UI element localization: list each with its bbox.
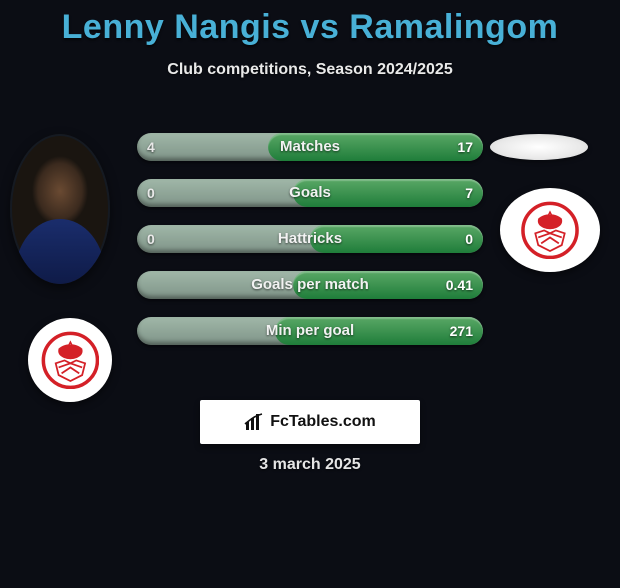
stat-label: Goals	[137, 179, 483, 207]
page-title: Lenny Nangis vs Ramalingom	[0, 8, 620, 47]
stat-row: 0 7 Goals	[137, 179, 483, 207]
player-right-avatar	[490, 134, 588, 160]
club-left-badge	[28, 318, 112, 402]
brand-badge: FcTables.com	[200, 400, 420, 444]
stat-row: 4 17 Matches	[137, 133, 483, 161]
player-left-jersey	[15, 219, 105, 284]
stat-label: Hattricks	[137, 225, 483, 253]
subtitle: Club competitions, Season 2024/2025	[0, 61, 620, 79]
club-crest-icon	[41, 331, 100, 390]
brand-text: FcTables.com	[270, 413, 376, 431]
stat-row: 0 0 Hattricks	[137, 225, 483, 253]
club-crest-icon	[515, 201, 585, 260]
chart-icon	[244, 412, 264, 432]
club-right-badge	[500, 188, 600, 272]
player-left-avatar	[10, 134, 110, 284]
stat-label: Matches	[137, 133, 483, 161]
stat-label: Min per goal	[137, 317, 483, 345]
date-text: 3 march 2025	[0, 456, 620, 474]
stat-row: 0.41 Goals per match	[137, 271, 483, 299]
stat-label: Goals per match	[137, 271, 483, 299]
stats-container: 4 17 Matches 0 7 Goals 0 0 Hattricks 0.4…	[137, 133, 483, 363]
stat-row: 271 Min per goal	[137, 317, 483, 345]
